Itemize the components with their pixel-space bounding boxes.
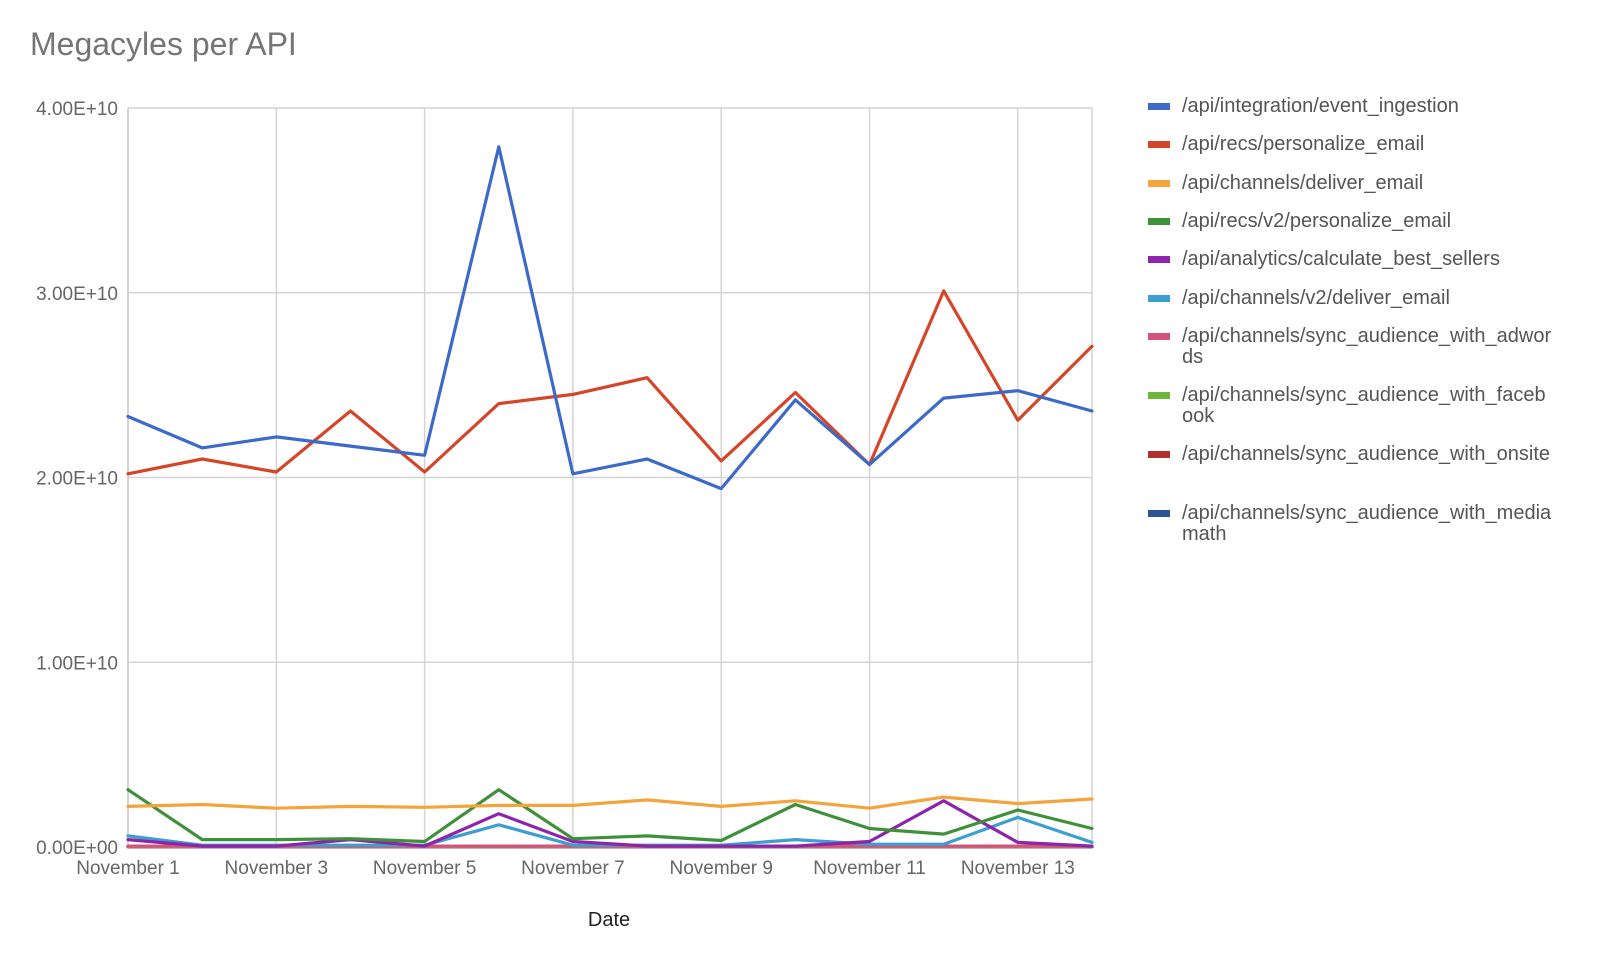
legend-label: /api/channels/sync_audience_with_faceboo… bbox=[1182, 383, 1546, 427]
legend-label: /api/recs/personalize_email bbox=[1182, 133, 1425, 156]
legend-label: /api/analytics/calculate_best_sellers bbox=[1182, 248, 1500, 271]
x-tick-label: November 7 bbox=[521, 858, 625, 879]
x-tick-label: November 1 bbox=[76, 858, 180, 879]
legend-swatch bbox=[1148, 332, 1170, 340]
legend-swatch bbox=[1148, 179, 1170, 187]
y-tick-label: 4.00E+10 bbox=[36, 99, 118, 120]
x-tick-label: November 11 bbox=[813, 858, 926, 879]
x-axis-title: Date bbox=[588, 909, 630, 931]
series-line bbox=[126, 795, 1094, 810]
gridlines bbox=[127, 107, 1093, 848]
legend-label: /api/channels/sync_audience_with_mediama… bbox=[1182, 501, 1552, 545]
y-tick-label: 0.00E+00 bbox=[36, 838, 118, 859]
y-axis-tick-labels: 0.00E+00 1.00E+10 2.00E+10 3.00E+10 4.00E+10 bbox=[36, 99, 118, 859]
chart-title: Megacyles per API bbox=[30, 26, 297, 62]
legend-label: /api/channels/sync_audience_with_onsite bbox=[1182, 442, 1551, 465]
legend-swatch bbox=[1148, 256, 1170, 264]
x-axis-tick-labels: November 1 November 3 November 5 November 7… bbox=[76, 858, 1075, 879]
series-line bbox=[126, 145, 1094, 491]
legend-swatch bbox=[1148, 217, 1170, 225]
legend-swatch bbox=[1148, 450, 1170, 458]
legend-swatch bbox=[1148, 294, 1170, 302]
legend-swatch bbox=[1148, 141, 1170, 149]
y-tick-label: 2.00E+10 bbox=[36, 469, 118, 490]
legend-label: /api/recs/v2/personalize_email bbox=[1182, 209, 1452, 232]
legend-label: /api/channels/deliver_email bbox=[1182, 171, 1424, 194]
legend-swatch bbox=[1148, 103, 1170, 110]
legend-label: /api/channels/sync_audience_with_adwords bbox=[1182, 324, 1552, 368]
y-tick-label: 3.00E+10 bbox=[36, 284, 118, 305]
series-line bbox=[126, 289, 1094, 476]
x-tick-label: November 9 bbox=[669, 858, 773, 879]
series-line bbox=[126, 788, 1094, 844]
legend-swatch bbox=[1148, 391, 1170, 399]
series-line bbox=[126, 799, 1094, 848]
x-tick-label: November 5 bbox=[373, 858, 477, 879]
series-lines bbox=[126, 145, 1094, 849]
x-tick-label: November 13 bbox=[961, 858, 1075, 879]
legend-swatch bbox=[1148, 509, 1170, 517]
x-tick-label: November 3 bbox=[225, 858, 329, 879]
legend-label: /api/channels/v2/deliver_email bbox=[1182, 286, 1450, 309]
y-tick-label: 1.00E+10 bbox=[36, 653, 118, 674]
legend-label: /api/integration/event_ingestion bbox=[1182, 95, 1459, 117]
